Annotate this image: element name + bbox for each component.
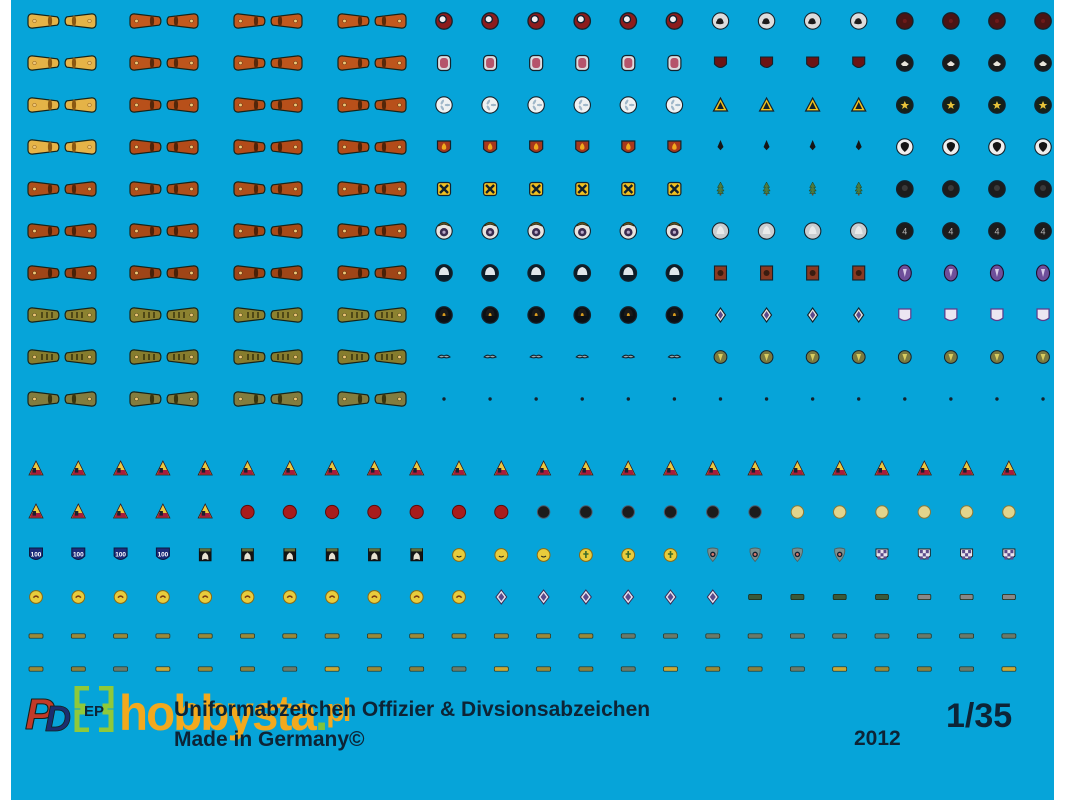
svg-text:EP: EP [84,703,104,720]
svg-text:100: 100 [73,552,84,559]
svg-text:100: 100 [115,552,126,559]
svg-text:D: D [45,698,71,739]
svg-text:100: 100 [158,552,169,559]
svg-text:100: 100 [31,552,42,559]
